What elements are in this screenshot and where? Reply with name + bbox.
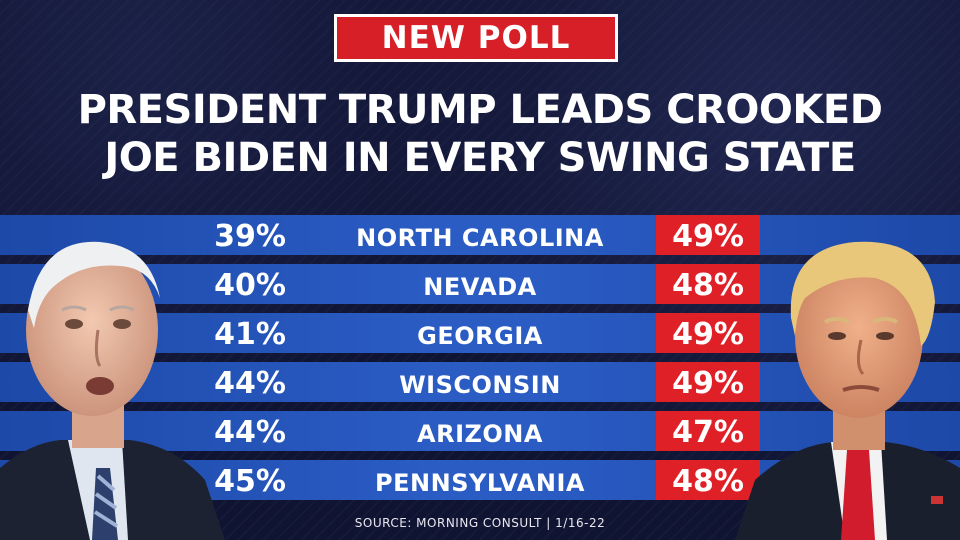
trump-photo xyxy=(735,241,960,540)
poll-row: 44% ARIZONA 47% xyxy=(0,411,960,460)
biden-percent: 45% xyxy=(214,464,286,499)
state-name: NEVADA xyxy=(423,273,537,301)
trump-percent: 48% xyxy=(656,264,760,304)
state-name: WISCONSIN xyxy=(399,371,561,399)
biden-percent: 44% xyxy=(214,366,286,401)
trump-percent: 47% xyxy=(656,411,760,451)
state-name: NORTH CAROLINA xyxy=(356,224,604,252)
state-name: GEORGIA xyxy=(417,322,543,350)
biden-percent: 41% xyxy=(214,317,286,352)
state-name: PENNSYLVANIA xyxy=(375,469,585,497)
new-poll-badge: NEW POLL xyxy=(334,14,618,62)
trump-percent: 49% xyxy=(656,313,760,353)
biden-percent: 40% xyxy=(214,268,286,303)
trump-percent: 49% xyxy=(656,362,760,402)
poll-row: 39% NORTH CAROLINA 49% xyxy=(0,215,960,264)
biden-percent: 44% xyxy=(214,415,286,450)
state-name: ARIZONA xyxy=(417,420,543,448)
trump-percent: 49% xyxy=(656,215,760,255)
biden-percent: 39% xyxy=(214,219,286,254)
row-band xyxy=(0,215,960,255)
source-caption: SOURCE: MORNING CONSULT | 1/16-22 xyxy=(354,516,606,530)
headline-line-1: PRESIDENT TRUMP LEADS CROOKED xyxy=(77,87,883,133)
headline: PRESIDENT TRUMP LEADS CROOKED JOE BIDEN … xyxy=(0,86,960,182)
row-band xyxy=(0,411,960,451)
row-band xyxy=(0,362,960,402)
poll-row: 44% WISCONSIN 49% xyxy=(0,362,960,411)
biden-photo xyxy=(0,241,225,540)
trump-percent: 48% xyxy=(656,460,760,500)
headline-line-2: JOE BIDEN IN EVERY SWING STATE xyxy=(104,135,856,181)
